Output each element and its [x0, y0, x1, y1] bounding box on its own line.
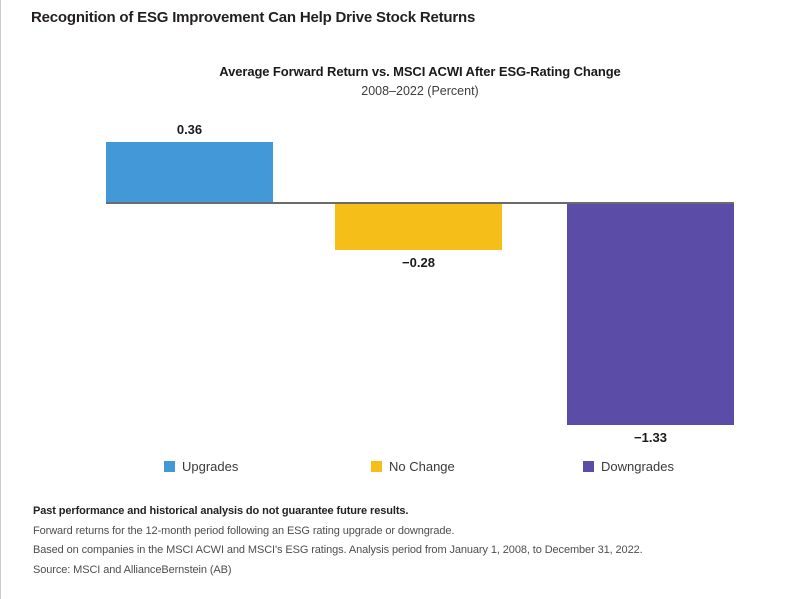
legend-item-upgrades: Upgrades	[164, 458, 238, 474]
legend-swatch	[583, 460, 594, 472]
bar-value-label: −1.33	[634, 430, 667, 445]
legend-label: No Change	[389, 458, 455, 474]
footnote-disclaimer: Past performance and historical analysis…	[33, 505, 409, 517]
legend-swatch	[164, 460, 175, 472]
footnote-universe: Based on companies in the MSCI ACWI and …	[33, 544, 643, 556]
footnote-methodology: Forward returns for the 12-month period …	[33, 524, 455, 537]
legend-label: Upgrades	[182, 458, 239, 474]
bar-value-label: 0.36	[176, 122, 203, 137]
legend: Upgrades No Change Downgrades	[1, 458, 808, 474]
bar-downgrades	[567, 204, 734, 425]
chart-subtitle: 2008–2022 (Percent)	[361, 84, 479, 98]
chart-title: Average Forward Return vs. MSCI ACWI Aft…	[219, 64, 621, 79]
legend-item-downgrades: Downgrades	[583, 458, 674, 474]
bar-no-change	[335, 204, 502, 250]
bar-upgrades	[106, 142, 273, 202]
footnote-source: Source: MSCI and AllianceBernstein (AB)	[33, 563, 232, 576]
legend-label: Downgrades	[601, 458, 674, 474]
legend-item-no-change: No Change	[371, 458, 455, 474]
axis-zero-line	[106, 202, 734, 204]
chart-header: Average Forward Return vs. MSCI ACWI Aft…	[106, 64, 734, 98]
bar-value-label: −0.28	[402, 255, 435, 270]
page-title: Recognition of ESG Improvement Can Help …	[31, 9, 476, 26]
footnotes: Past performance and historical analysis…	[33, 505, 773, 583]
legend-swatch	[371, 460, 382, 472]
